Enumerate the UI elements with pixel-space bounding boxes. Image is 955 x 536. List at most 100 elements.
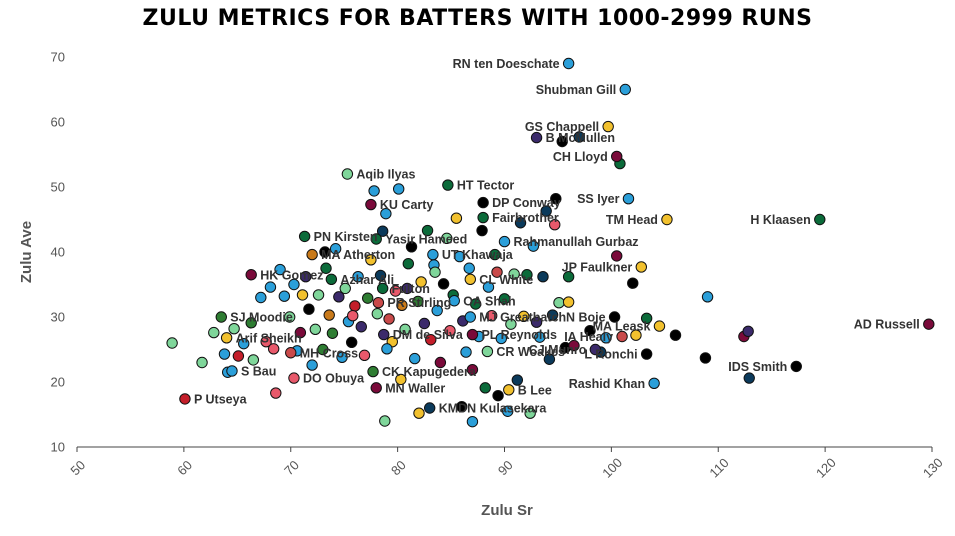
point-label: Azhar Ali	[340, 273, 394, 287]
data-point	[232, 350, 245, 362]
data-point	[247, 354, 260, 366]
data-point	[319, 246, 331, 258]
data-point	[453, 250, 466, 263]
data-point	[498, 293, 511, 305]
x-tick-label: 120	[813, 455, 839, 481]
data-point	[546, 309, 559, 321]
point-label: IDS Smith	[728, 360, 787, 374]
data-point	[437, 278, 450, 290]
labeled-data-point	[661, 213, 673, 226]
data-point	[300, 271, 312, 283]
x-axis-title: Zulu Sr	[481, 502, 533, 519]
x-tick-label: 50	[67, 457, 88, 478]
point-label: Fulton	[392, 282, 430, 296]
data-point	[511, 374, 524, 386]
data-point	[166, 337, 178, 349]
data-point	[228, 323, 240, 335]
labeled-data-point	[365, 198, 377, 211]
labeled-data-point	[370, 233, 382, 245]
data-point	[345, 336, 358, 349]
x-tick-label: 110	[706, 455, 731, 480]
labeled-data-point	[378, 328, 390, 341]
data-point	[245, 317, 257, 329]
point-label: Shubman Gill	[536, 83, 617, 97]
data-point	[418, 317, 431, 330]
point-label: MN Waller	[385, 381, 445, 395]
data-point	[396, 299, 408, 311]
labeled-data-point	[619, 83, 631, 96]
labeled-data-point	[616, 330, 628, 343]
y-tick-label: 50	[51, 180, 65, 195]
data-point	[701, 291, 714, 303]
data-point	[355, 321, 367, 333]
labeled-data-point	[376, 282, 389, 295]
data-point	[441, 232, 453, 245]
data-point	[421, 224, 434, 237]
labeled-data-point	[285, 347, 297, 359]
data-point	[489, 248, 501, 261]
data-point	[543, 353, 556, 365]
point-label: DO Obuya	[303, 372, 365, 386]
point-label: HK Gomez	[260, 268, 323, 282]
data-point	[283, 311, 296, 323]
x-tick-label: 70	[281, 457, 302, 478]
point-label: SS Iyer	[577, 192, 620, 206]
data-point	[395, 373, 407, 386]
data-point	[349, 300, 361, 312]
data-point	[508, 268, 520, 280]
labeled-data-point	[503, 384, 515, 396]
data-point	[379, 415, 391, 427]
point-label: B Lee	[518, 383, 552, 397]
data-point	[333, 291, 345, 303]
point-label: KMDN Kulasekara	[439, 402, 548, 416]
point-label: CL White	[479, 273, 533, 287]
data-point	[368, 185, 380, 197]
labeled-data-point	[245, 269, 257, 281]
data-point	[482, 281, 495, 293]
labeled-data-point	[442, 179, 454, 191]
data-point	[389, 285, 402, 297]
data-point	[584, 324, 596, 337]
data-point	[456, 401, 468, 413]
data-point	[630, 329, 642, 341]
x-tick-label: 100	[599, 455, 625, 481]
point-label: CJ Munro	[529, 343, 587, 357]
labeled-data-point	[306, 248, 318, 261]
data-point	[600, 332, 612, 344]
data-point	[339, 282, 351, 295]
data-point	[537, 271, 549, 283]
labeled-data-point	[423, 402, 436, 414]
labeled-data-point	[790, 360, 802, 373]
point-label: P Utseya	[194, 392, 248, 406]
data-point	[412, 295, 424, 308]
data-point	[270, 387, 282, 399]
labeled-data-point	[477, 211, 489, 224]
labeled-data-point	[298, 230, 311, 243]
data-point	[505, 318, 517, 330]
data-point	[568, 339, 580, 352]
data-point	[399, 323, 411, 336]
data-point	[303, 303, 315, 315]
data-point	[323, 309, 335, 321]
data-point	[309, 323, 322, 336]
point-label: Yasir Hameed	[385, 233, 467, 247]
point-label: L Ronchi	[584, 348, 637, 362]
data-point	[405, 241, 418, 253]
data-point	[743, 372, 755, 384]
data-point	[429, 266, 441, 278]
point-label: CR Woakes	[496, 345, 565, 359]
labeled-data-point	[611, 150, 623, 163]
labeled-data-point	[602, 120, 614, 133]
data-point	[196, 356, 208, 369]
labeled-data-point	[215, 311, 227, 323]
labeled-data-point	[477, 196, 489, 209]
data-point	[381, 343, 393, 355]
point-label: UT Khawaja	[442, 248, 514, 262]
data-point	[401, 282, 413, 295]
labeled-data-point	[562, 57, 575, 70]
point-label: KU Carty	[380, 198, 434, 212]
data-point	[365, 254, 377, 266]
data-point	[409, 352, 421, 365]
data-point	[550, 193, 562, 205]
point-label: GS Chappell	[525, 120, 599, 134]
